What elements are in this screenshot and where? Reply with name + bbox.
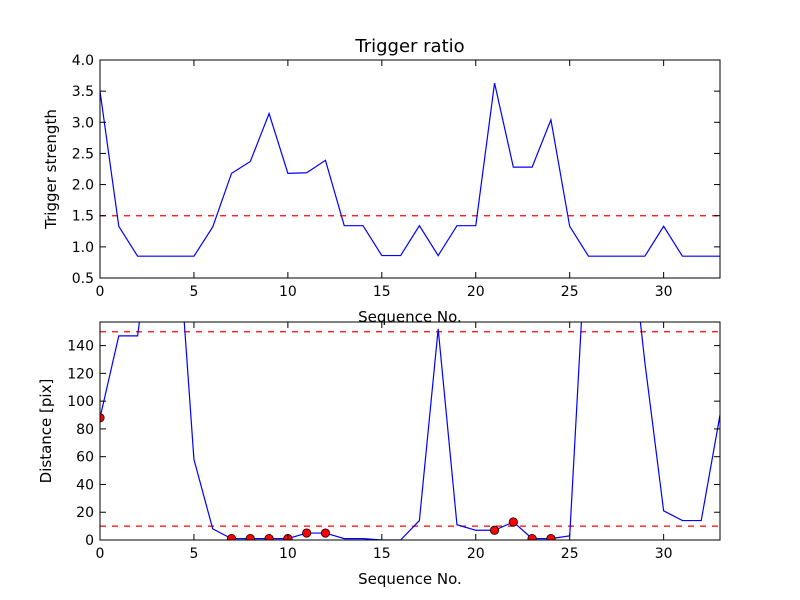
bottom-y-tick-label: 120 xyxy=(67,366,94,382)
top-y-tick-label: 3.0 xyxy=(72,115,94,131)
bottom-x-tick-label: 30 xyxy=(655,546,673,562)
bottom-marker-point xyxy=(508,517,518,527)
bottom-marker-point xyxy=(527,534,537,540)
top-x-tick-label: 30 xyxy=(655,284,673,300)
bottom-marker-point xyxy=(226,534,237,540)
bottom-plot-area xyxy=(100,322,720,540)
bottom-x-axis-label: Sequence No. xyxy=(358,570,462,588)
bottom-marker-point xyxy=(302,528,312,538)
bottom-plot-frame xyxy=(99,321,721,541)
top-y-tick-label: 2.5 xyxy=(72,146,94,162)
bottom-x-tick-label: 15 xyxy=(373,546,391,562)
top-plot-frame xyxy=(99,59,721,279)
bottom-chart: 0 5 10 15 20 25 30 0 20 40 60 80 100 120 140 Sequence … xyxy=(37,321,721,588)
bottom-x-tick-label: 20 xyxy=(467,546,485,562)
top-chart: Trigger ratio 0 5 10 15 20 25 30 0.5 1.0 1.5 2.0 2.… xyxy=(42,36,721,326)
bottom-marker-point xyxy=(245,534,255,540)
top-x-axis-label: Sequence No. xyxy=(358,308,462,326)
top-x-tick-label: 25 xyxy=(561,284,579,300)
bottom-y-axis-label: Distance [pix] xyxy=(37,379,55,484)
top-x-tick-label: 5 xyxy=(189,284,198,300)
bottom-y-tick-label: 0 xyxy=(85,533,94,549)
top-y-tick-label: 2.0 xyxy=(72,178,94,194)
top-x-tick-label: 0 xyxy=(96,284,105,300)
bottom-y-tick-label: 20 xyxy=(76,505,94,521)
top-y-tick-label: 1.5 xyxy=(72,209,94,225)
top-x-tick-label: 15 xyxy=(373,284,391,300)
bottom-marker-point xyxy=(264,534,274,540)
top-y-tick-label: 3.5 xyxy=(72,84,94,100)
top-y-tick-label: 1.0 xyxy=(72,240,94,256)
bottom-y-tick-label: 80 xyxy=(76,422,94,438)
bottom-marker-point xyxy=(320,528,331,538)
top-plot-area xyxy=(100,82,720,257)
top-x-tick-label: 20 xyxy=(467,284,485,300)
bottom-x-tick-label: 10 xyxy=(279,546,297,562)
top-y-axis-label: Trigger strength xyxy=(42,109,60,230)
bottom-x-tick-label: 25 xyxy=(561,546,579,562)
bottom-x-tick-label: 5 xyxy=(189,546,198,562)
top-y-tick-label: 4.0 xyxy=(72,53,94,69)
top-chart-title: Trigger ratio xyxy=(354,36,464,57)
bottom-x-tick-label: 0 xyxy=(96,546,105,562)
top-series-line xyxy=(100,82,720,257)
bottom-marker-point xyxy=(489,525,500,535)
bottom-y-tick-label: 100 xyxy=(67,394,94,410)
top-y-tick-label: 0.5 xyxy=(72,271,94,287)
bottom-y-tick-label: 40 xyxy=(76,477,94,493)
bottom-y-tick-label: 140 xyxy=(67,339,94,355)
bottom-axis-ticks: 0 5 10 15 20 25 30 0 20 40 60 80 100 120 140 xyxy=(67,322,720,562)
bottom-series-line xyxy=(100,322,720,540)
bottom-y-tick-label: 60 xyxy=(76,450,94,466)
top-axis-ticks: 0 5 10 15 20 25 30 0.5 1.0 1.5 2.0 2.5 3.0 3.5 4.0 xyxy=(72,53,720,300)
top-x-tick-label: 10 xyxy=(279,284,297,300)
bottom-marker-point xyxy=(546,534,556,540)
